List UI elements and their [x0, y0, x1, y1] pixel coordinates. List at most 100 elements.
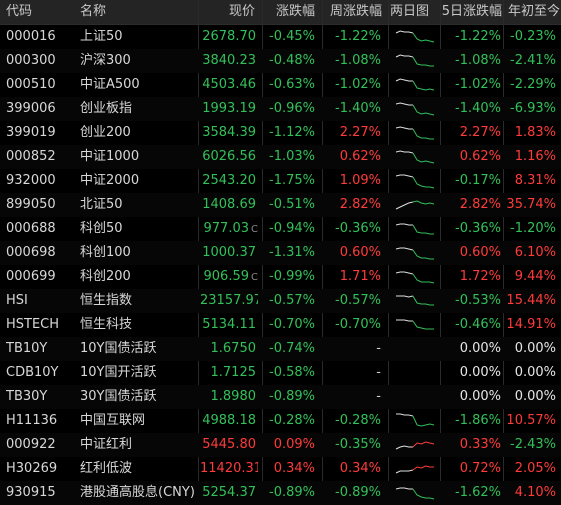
- table-row[interactable]: 000699 科创200 906.59 C -0.99% 1.71% 1.72% 9.44%: [0, 265, 561, 289]
- header-change[interactable]: 涨跌幅: [275, 4, 315, 19]
- row-price: 906.59 C: [200, 265, 258, 289]
- row-ytd: 0.00%: [514, 389, 556, 404]
- table-row[interactable]: 899050 北证50 1408.69 -0.51% 2.82% 2.82% 35.74%: [0, 193, 561, 217]
- row-ytd: -0.23%: [510, 29, 556, 44]
- row-name: 中证红利: [80, 437, 133, 452]
- row-price: 1408.69: [200, 193, 258, 217]
- row-price: 2543.20: [200, 169, 258, 193]
- row-code: HSTECH: [6, 317, 60, 332]
- row-change: -1.31%: [269, 245, 315, 260]
- row-5day-change: -1.62%: [455, 485, 501, 500]
- header-week-change[interactable]: 周涨跌幅: [329, 4, 382, 19]
- table-row[interactable]: 000300 沪深300 3840.23 -0.48% -1.08% -1.08% -2.4…: [0, 49, 561, 73]
- row-price: 5254.37: [200, 481, 258, 505]
- table-row[interactable]: TB10Y 10Y国债活跃 1.6750 -0.74% - 0.00% 0.00%: [0, 337, 561, 361]
- row-week-change: 0.60%: [339, 245, 381, 260]
- row-name: 科创50: [80, 221, 123, 236]
- row-week-change: -: [376, 365, 381, 380]
- row-two-day-sparkline: [395, 271, 435, 284]
- row-price: 4988.18: [200, 409, 258, 433]
- row-price: 1993.19: [200, 97, 258, 121]
- row-price: 6026.56: [200, 145, 258, 169]
- row-two-day-sparkline: [395, 441, 435, 450]
- table-row[interactable]: 930915 港股通高股息(CNY) 5254.37 -0.89% -0.89% -1.6…: [0, 481, 561, 505]
- row-two-day-sparkline: [396, 295, 434, 306]
- row-ytd: 8.31%: [514, 173, 556, 188]
- row-week-change: 2.82%: [339, 197, 381, 212]
- row-price-value: 5254.37: [202, 485, 256, 500]
- row-price: 4503.46: [200, 73, 258, 97]
- header-two-day-chart[interactable]: 两日图: [390, 4, 430, 19]
- table-row[interactable]: 000852 中证1000 6026.56 -1.03% 0.62% 0.62% 1.16%: [0, 145, 561, 169]
- header-price[interactable]: 现价: [228, 4, 255, 19]
- row-price-value: 3840.23: [202, 53, 256, 68]
- table-row[interactable]: 000510 中证A500 4503.46 -0.63% -1.02% -1.02% -2.…: [0, 73, 561, 97]
- table-row[interactable]: 399006 创业板指 1993.19 -0.96% -1.40% -1.40% -6.93…: [0, 97, 561, 121]
- row-price-marker: C: [251, 224, 258, 235]
- row-price-value: 23157.97: [200, 293, 258, 308]
- row-price: 3584.39: [200, 121, 258, 145]
- row-price-value: 6026.56: [202, 149, 256, 164]
- row-price: 5134.11: [200, 313, 258, 337]
- row-name: 北证50: [80, 197, 123, 212]
- table-row[interactable]: CDB10Y 10Y国开活跃 1.7125 -0.58% - 0.00% 0.00%: [0, 361, 561, 385]
- table-row[interactable]: TB30Y 30Y国债活跃 1.8980 -0.89% - 0.00% 0.00%: [0, 385, 561, 409]
- row-two-day-sparkline: [395, 387, 435, 407]
- row-week-change: 1.09%: [339, 173, 381, 188]
- row-price-value: 11420.31: [200, 461, 258, 476]
- table-row[interactable]: H30269 红利低波 11420.31 0.34% 0.34% 0.72% 2.05%: [0, 457, 561, 481]
- row-5day-change: 0.33%: [459, 437, 501, 452]
- row-name: 恒生科技: [80, 317, 133, 332]
- row-code: 399006: [6, 101, 56, 116]
- row-change: -0.96%: [269, 101, 315, 116]
- row-5day-change: 0.00%: [459, 341, 501, 356]
- table-row[interactable]: HSTECH 恒生科技 5134.11 -0.70% -0.70% -0.46% 14.91…: [0, 313, 561, 337]
- row-price: 23157.97: [200, 289, 258, 313]
- row-name: 创业200: [80, 125, 131, 140]
- row-ytd: -2.43%: [510, 437, 556, 452]
- row-name: 中国互联网: [80, 413, 146, 428]
- table-row[interactable]: 932000 中证2000 2543.20 -1.75% 1.09% -0.17% 8.31…: [0, 169, 561, 193]
- row-code: 899050: [6, 197, 56, 212]
- header-name[interactable]: 名称: [80, 4, 107, 19]
- row-name: 科创200: [80, 269, 131, 284]
- row-week-change: -0.70%: [335, 317, 381, 332]
- header-ytd[interactable]: 年初至今: [507, 4, 560, 19]
- row-price-value: 2678.70: [202, 29, 256, 44]
- table-row[interactable]: 000016 上证50 2678.70 -0.45% -1.22% -1.22% -0.23…: [0, 25, 561, 49]
- header-code[interactable]: 代码: [6, 4, 33, 19]
- row-code: 000300: [6, 53, 56, 68]
- row-change: -0.99%: [269, 269, 315, 284]
- row-name: 中证A500: [80, 77, 140, 92]
- row-price-value: 4988.18: [202, 413, 256, 428]
- row-5day-change: -1.08%: [455, 53, 501, 68]
- row-ytd: 35.74%: [506, 197, 556, 212]
- row-week-change: 2.27%: [339, 125, 381, 140]
- row-price: 1.6750: [200, 337, 258, 361]
- table-row[interactable]: HSI 恒生指数 23157.97 -0.57% -0.57% -0.53% 15.44%: [0, 289, 561, 313]
- row-week-change: -: [376, 341, 381, 356]
- row-week-change: -1.02%: [335, 77, 381, 92]
- table-row[interactable]: 399019 创业200 3584.39 -1.12% 2.27% 2.27% 1.83%: [0, 121, 561, 145]
- row-change: 0.34%: [273, 461, 315, 476]
- header-5day-change[interactable]: 5日涨跌幅: [441, 4, 502, 19]
- table-row[interactable]: 000698 科创100 1000.37 -1.31% 0.60% 0.60% 6.10%: [0, 241, 561, 265]
- row-two-day-sparkline: [396, 319, 434, 330]
- row-price: 5445.80: [200, 433, 258, 457]
- row-ytd: -2.29%: [510, 77, 556, 92]
- row-week-change: -: [376, 389, 381, 404]
- row-name: 红利低波: [80, 461, 133, 476]
- row-ytd: 10.57%: [506, 413, 556, 428]
- table-row[interactable]: 000922 中证红利 5445.80 0.09% -0.35% 0.33% -2.43%: [0, 433, 561, 457]
- row-change: 0.09%: [273, 437, 315, 452]
- row-two-day-sparkline: [395, 465, 434, 474]
- table-row[interactable]: H11136 中国互联网 4988.18 -0.28% -0.28% -1.86% 10.5…: [0, 409, 561, 433]
- row-price-value: 2543.20: [202, 173, 256, 188]
- row-5day-change: 2.82%: [459, 197, 501, 212]
- table-row[interactable]: 000688 科创50 977.03 C -0.94% -0.36% -0.36% -1.20…: [0, 217, 561, 241]
- row-two-day-sparkline: [395, 78, 435, 91]
- row-two-day-sparkline: [395, 54, 434, 67]
- row-name: 10Y国债活跃: [80, 341, 157, 356]
- row-price-value: 906.59: [203, 269, 250, 284]
- row-price-value: 3584.39: [202, 125, 256, 140]
